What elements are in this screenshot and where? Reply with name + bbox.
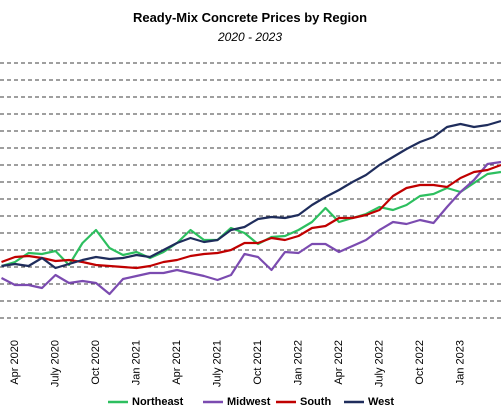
x-tick-label: Jan 2022 bbox=[292, 340, 304, 385]
x-tick-label: Oct 2022 bbox=[414, 340, 426, 385]
x-tick-label: July 2022 bbox=[373, 340, 385, 387]
x-tick-label: July 2021 bbox=[211, 340, 223, 387]
chart-subtitle: 2020 - 2023 bbox=[217, 30, 282, 44]
x-tick-label: Apr 2022 bbox=[333, 340, 345, 385]
series-line bbox=[1, 119, 501, 270]
x-tick-label: Apr 2020 bbox=[9, 340, 21, 385]
x-tick-label: Apr 2021 bbox=[171, 340, 183, 385]
x-tick-label: Jan 2023 bbox=[454, 340, 466, 385]
legend-label: West bbox=[368, 396, 394, 408]
series-line bbox=[1, 163, 501, 270]
series-line bbox=[0, 160, 501, 296]
legend-label: Northeast bbox=[132, 396, 184, 408]
legend-label: South bbox=[300, 396, 331, 408]
x-tick-label: Jan 2021 bbox=[130, 340, 142, 385]
legend-label: Midwest bbox=[227, 396, 271, 408]
chart-title: Ready-Mix Concrete Prices by Region bbox=[133, 10, 367, 25]
x-tick-label: Oct 2021 bbox=[252, 340, 264, 385]
series-line bbox=[1, 170, 501, 268]
x-tick-label: Oct 2020 bbox=[90, 340, 102, 385]
x-tick-label: July 2020 bbox=[49, 340, 61, 387]
